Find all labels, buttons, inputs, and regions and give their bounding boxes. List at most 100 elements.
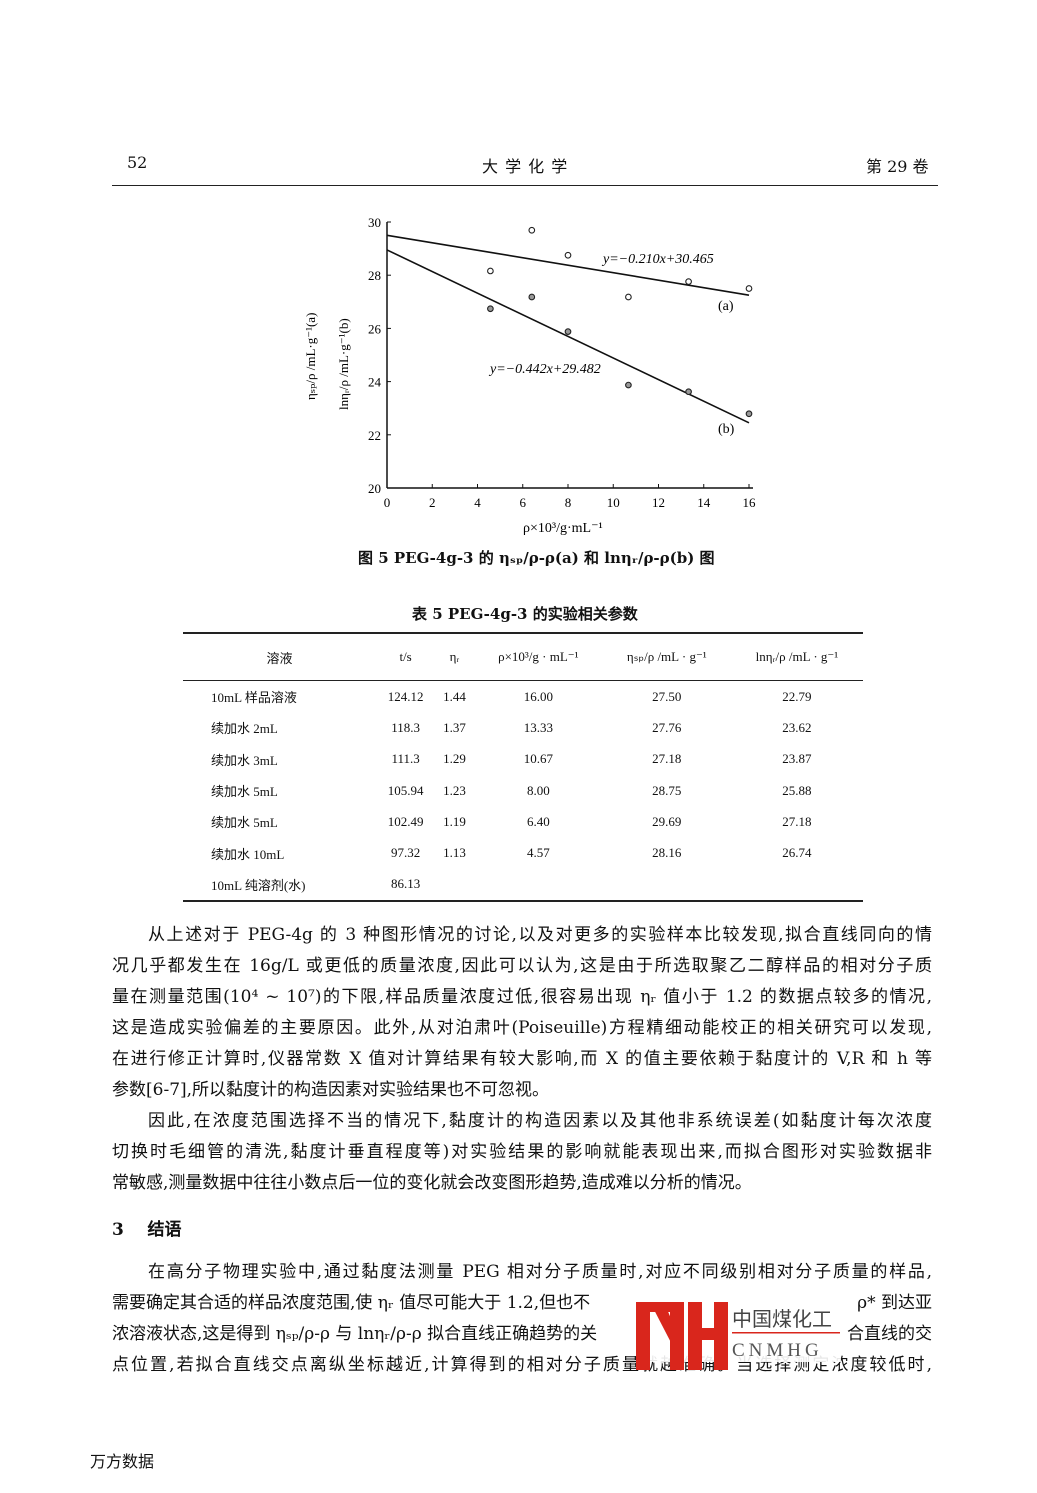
table-row: 续加水 5mL 105.94 1.23 8.00 28.75 25.88 — [183, 775, 863, 806]
data-table: 溶液 t/s ηᵣ ρ×10³/g · mL⁻¹ ηₛₚ/ρ /mL · g⁻¹ lnηᵣ… — [183, 632, 863, 903]
table-row: 续加水 2mL 118.3 1.37 13.33 27.76 23.62 — [183, 712, 863, 743]
page-number: 52 — [127, 153, 148, 172]
table-cell: 8.00 — [526, 782, 550, 798]
table-cell: 27.18 — [652, 751, 682, 767]
table-cell: 111.3 — [391, 751, 420, 767]
x-tick-label: 2 — [429, 495, 436, 510]
y-tick-label: 28 — [368, 268, 381, 283]
text-line: 浓溶液状态,这是得到 ηₛₚ/ρ-ρ 与 lnηᵣ/ρ-ρ 拟合直线正确趋势的关… — [112, 1319, 932, 1350]
volume: 第 29 卷 — [866, 157, 929, 176]
table-cell — [731, 869, 863, 901]
table-cell: 10mL 样品溶液 — [211, 690, 297, 706]
text-line: 常敏感,测量数据中往往小数点后一位的变化就会改变图形趋势,造成难以分析的情况。 — [112, 1173, 752, 1193]
table-cell: 1.37 — [443, 719, 466, 735]
table-cell: 1.23 — [443, 782, 466, 798]
text-line: 参数[6-7],所以黏度计的构造因素对实验结果也不可忽视。 — [112, 1080, 550, 1100]
table-cell: 4.57 — [526, 845, 550, 861]
data-point-a — [564, 251, 572, 259]
watermark-logo: 中国煤化工 CNMHG — [636, 1300, 841, 1370]
table-cell: 续加水 2mL — [211, 721, 278, 737]
table-cell: 28.75 — [652, 782, 682, 798]
table-cell: 124.12 — [387, 688, 424, 704]
table-cell: 118.3 — [391, 719, 420, 735]
text-line: 切换时毛细管的清洗,黏度计垂直程度等)对实验结果的影响就能表现出来,而拟合图形对… — [112, 1142, 932, 1162]
table-cell: 28.16 — [652, 845, 682, 861]
table-cell: 105.94 — [387, 782, 424, 798]
text-line: 在进行修正计算时,仪器常数 X 值对计算结果有较大影响,而 X 的值主要依赖于黏… — [112, 1049, 932, 1069]
data-point-b — [685, 388, 692, 396]
table-cell: 29.69 — [652, 813, 682, 829]
y-tick-label: 24 — [368, 375, 382, 390]
fit-line-b — [386, 249, 750, 424]
x-tick-label: 14 — [697, 495, 711, 510]
table-cell: 27.18 — [782, 813, 812, 829]
column-header: ηᵣ — [435, 633, 474, 681]
table-cell: 1.29 — [443, 751, 466, 767]
table-cell: 续加水 10mL — [211, 846, 285, 862]
svg-text:中国煤化工: 中国煤化工 — [732, 1308, 832, 1331]
table-cell: 25.88 — [782, 782, 812, 798]
table-cell: 1.13 — [443, 845, 466, 861]
text-line: 况几乎都发生在 16g/L 或更低的质量浓度,因此可以认为,这是由于所选取聚乙二… — [112, 956, 932, 976]
fit-label-a: y=−0.210x+30.465 — [601, 252, 714, 267]
column-header: ρ×10³/g · mL⁻¹ — [473, 633, 603, 681]
x-tick-label: 4 — [474, 495, 481, 510]
y-axis-label-a: ηₛₚ/ρ /mL·g⁻¹(a) — [303, 313, 318, 400]
data-point-b — [625, 381, 632, 389]
series-label-a: (a) — [718, 299, 734, 314]
section-title: 结语 — [147, 1220, 182, 1240]
section-number: 3 — [112, 1220, 124, 1240]
table-cell: 97.32 — [390, 845, 421, 861]
fit-label-b: y=−0.442x+29.482 — [488, 362, 601, 377]
text-line: 需要确定其合适的样品浓度范围,使 ηᵣ 值尽可能大于 1.2,但也不 ρ* 到达亚 — [112, 1288, 932, 1319]
table-cell: 22.79 — [782, 688, 812, 704]
table-cell: 续加水 5mL — [211, 784, 278, 800]
x-tick-label: 8 — [565, 495, 572, 510]
table-cell: 102.49 — [387, 813, 424, 829]
x-tick-label: 12 — [652, 495, 665, 510]
column-header: lnηᵣ/ρ /mL · g⁻¹ — [730, 633, 863, 681]
column-header: 溶液 — [183, 633, 377, 681]
table-cell: 27.76 — [652, 719, 682, 735]
table-row: 10mL 纯溶剂(水) 86.13 — [183, 869, 863, 901]
x-tick-label: 16 — [743, 495, 757, 510]
table-cell: 26.74 — [782, 845, 812, 861]
table-cell: 23.62 — [782, 719, 812, 735]
text-fragment: 浓溶液状态,这是得到 ηₛₚ/ρ-ρ 与 lnηᵣ/ρ-ρ 拟合直线正确趋势的关 — [112, 1324, 598, 1344]
data-point-b — [745, 410, 753, 418]
series-label-b: (b) — [718, 422, 735, 437]
data-point-a — [528, 226, 536, 234]
table-cell: 续加水 3mL — [211, 752, 278, 768]
paragraph-1: 从上述对于 PEG-4g 的 3 种图形情况的讨论,以及对更多的实验样本比较发现… — [112, 920, 932, 1106]
y-tick-label: 26 — [368, 321, 382, 336]
data-point-a — [685, 278, 692, 285]
text-line: 因此,在浓度范围选择不当的情况下,黏度计的构造因素以及其他非系统误差(如黏度计每… — [148, 1111, 932, 1131]
table-cell: 续加水 5mL — [211, 815, 278, 831]
x-tick-label: 6 — [520, 495, 527, 510]
figure-caption: 图 5 PEG-4g-3 的 ηₛₚ/ρ-ρ(a) 和 lnηᵣ/ρ-ρ(b) … — [358, 549, 715, 567]
column-header: ηₛₚ/ρ /mL · g⁻¹ — [602, 633, 731, 681]
table-cell: 86.13 — [390, 876, 421, 892]
table-title: 表 5 PEG-4g-3 的实验相关参数 — [412, 605, 638, 623]
data-point-a — [745, 285, 753, 292]
x-tick-label: 0 — [384, 495, 391, 510]
footer-source: 万方数据 — [90, 1452, 155, 1471]
table-cell: 16.00 — [523, 688, 553, 704]
journal-title: 大 学 化 学 — [482, 157, 569, 176]
y-tick-label: 30 — [368, 215, 381, 230]
table-header-row: 溶液 t/s ηᵣ ρ×10³/g · mL⁻¹ ηₛₚ/ρ /mL · g⁻¹ lnηᵣ… — [183, 633, 863, 681]
text-line: 这是造成实验偏差的主要原因。此外,从对泊肃叶(Poiseuille)方程精细动能… — [112, 1018, 932, 1038]
table-cell: 1.19 — [443, 813, 466, 829]
table-cell — [435, 869, 474, 901]
table-row: 续加水 3mL 111.3 1.29 10.67 27.18 23.87 — [183, 744, 863, 775]
table-cell: 23.87 — [782, 751, 812, 767]
table-cell: 13.33 — [523, 719, 553, 735]
table-cell: 10.67 — [523, 751, 553, 767]
text-fragment: ρ* 到达亚 — [857, 1293, 932, 1313]
y-tick-label: 20 — [368, 481, 381, 496]
data-point-a — [487, 267, 494, 275]
data-point-b — [564, 328, 572, 335]
table-row: 续加水 10mL 97.32 1.13 4.57 28.16 26.74 — [183, 837, 863, 868]
